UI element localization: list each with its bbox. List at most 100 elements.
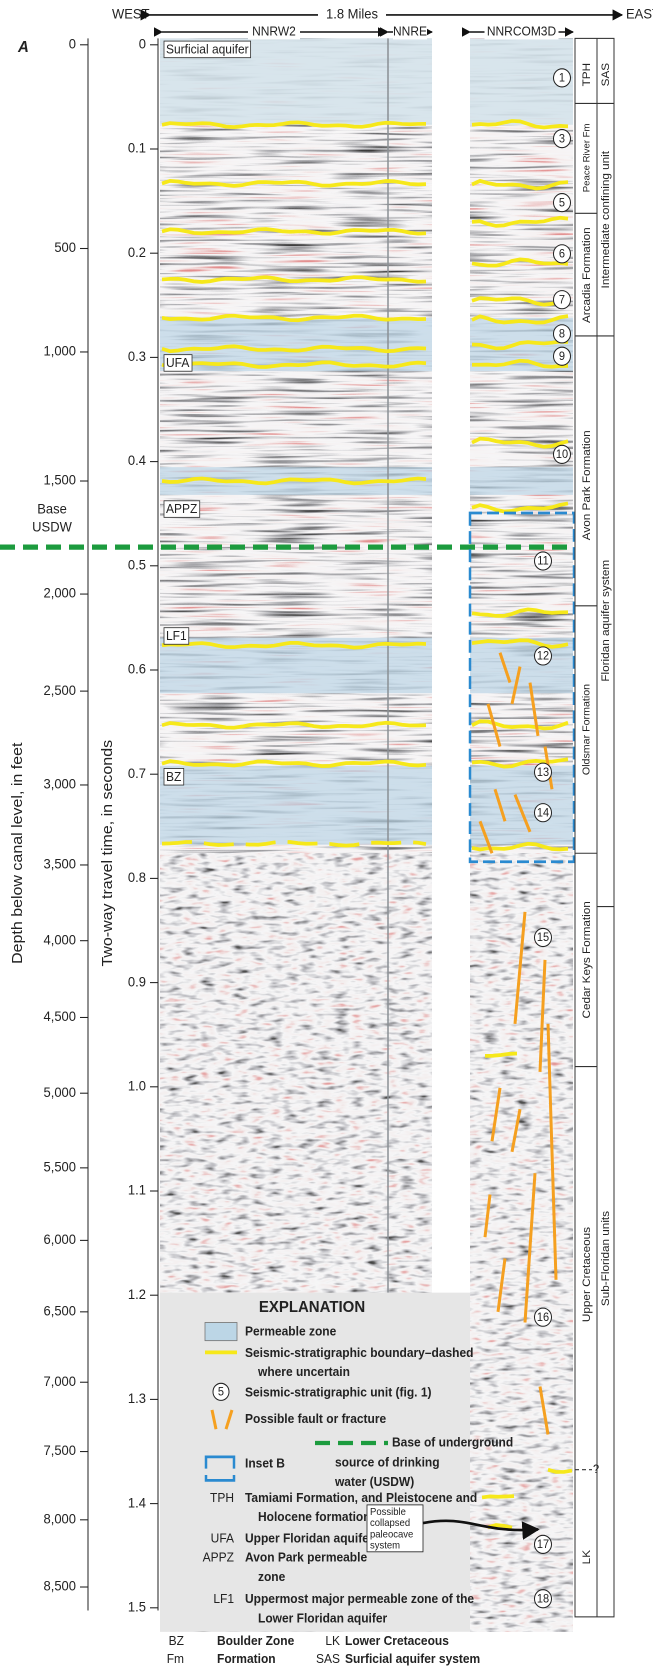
unit-number: 9	[559, 351, 565, 363]
fault	[513, 911, 527, 1025]
unit-marker	[534, 551, 552, 571]
permeable-zone	[160, 765, 432, 845]
distance-label: 1.8 Miles	[326, 6, 378, 21]
formation-name: Oldsmar Formation	[582, 684, 593, 775]
stratigraphic-boundary-uncertain	[161, 839, 427, 848]
time-tick-label: 1.3	[128, 1391, 146, 1406]
depth-tick-label: 5,000	[44, 1084, 76, 1099]
east-label: EAST	[626, 6, 653, 21]
stratigraphic-boundary	[471, 119, 569, 130]
footer-text: Boulder Zone	[217, 1633, 294, 1647]
legend-permeable	[204, 1322, 238, 1342]
footer-abbr: Fm	[167, 1652, 184, 1666]
time-tick-label: 1.5	[128, 1599, 146, 1614]
formation-name: Cedar Keys Formation	[581, 901, 593, 1018]
unit-marker	[553, 129, 571, 149]
callout-text: paleocave	[370, 1529, 414, 1540]
stratigraphic-boundary	[471, 607, 569, 618]
panel-label: A	[17, 39, 29, 57]
unit-number: 11	[537, 555, 548, 567]
callout-text: Possible	[370, 1507, 406, 1518]
stratigraphic-boundary	[161, 641, 427, 650]
stratigraphic-boundary	[471, 638, 569, 649]
profile-name-bg	[393, 24, 427, 40]
legend-text: Inset B	[245, 1456, 285, 1470]
legend-fault	[224, 1409, 234, 1430]
profile-label-box	[163, 627, 190, 645]
hydrogeologic-unit: SAS	[600, 62, 612, 86]
depth-tick-label: 7,500	[44, 1443, 76, 1458]
unit-number: 1	[559, 72, 565, 84]
unit-marker	[553, 68, 571, 88]
unit-marker	[534, 927, 552, 948]
unit-number: 5	[559, 197, 565, 209]
footer-abbr: SAS	[316, 1652, 340, 1666]
profile-label: Surficial aquifer	[166, 42, 249, 56]
seismic-lower	[470, 853, 573, 1632]
stratigraphic-boundary	[161, 275, 427, 284]
unit-number: 8	[559, 328, 565, 340]
depth-tick-label: 8,000	[44, 1511, 76, 1526]
stratigraphic-boundary	[161, 344, 427, 354]
legend-abbr: APPZ	[203, 1550, 235, 1564]
depth-tick-label: 1,500	[44, 472, 76, 487]
stratigraphic-boundary	[161, 227, 427, 236]
fault	[510, 666, 522, 705]
hydrogeologic-unit: Intermediate confining unit	[600, 150, 612, 288]
stratigraphic-boundary	[471, 339, 569, 351]
formation-name: Peace River Fm	[582, 123, 592, 192]
time-tick-label: 1.1	[128, 1182, 146, 1197]
fault	[490, 1087, 502, 1142]
footer-text: Lower Cretaceous	[345, 1633, 449, 1647]
depth-tick-label: 500	[54, 240, 76, 255]
stratigraphic-boundary	[161, 178, 427, 188]
unit-marker	[553, 244, 571, 264]
formation-name: LK	[581, 1550, 593, 1565]
depth-axis-title: Depth below canal level, in feet	[9, 742, 25, 964]
explanation-title: EXPLANATION	[259, 1298, 365, 1316]
unit-marker	[534, 1589, 552, 1609]
callout-box	[366, 1504, 424, 1553]
legend-unit-number: 5	[218, 1386, 224, 1398]
unit-marker	[553, 444, 571, 464]
footer-text: Formation	[217, 1652, 276, 1666]
legend-text: Tamiami Formation, and Pleistocene and	[245, 1491, 477, 1505]
permeable-zone	[470, 467, 573, 495]
fault	[510, 1108, 522, 1153]
gap	[432, 38, 470, 1293]
fault	[483, 1194, 492, 1238]
fault	[538, 959, 547, 1072]
unit-marker	[534, 803, 552, 823]
profile-label-box	[163, 354, 193, 372]
depth-tick-label: 0	[69, 36, 76, 51]
time-tick-label: 0.9	[128, 974, 146, 989]
stratigraphic-boundary	[161, 313, 427, 323]
time-tick-label: 0	[139, 36, 146, 51]
depth-tick-label: 3,500	[44, 856, 76, 871]
legend-abbr: UFA	[211, 1531, 235, 1545]
stratigraphic-boundary	[471, 314, 569, 325]
legend-text: Possible fault or fracture	[245, 1412, 386, 1426]
profile-label-box	[163, 40, 252, 59]
seismic-upper	[160, 38, 432, 854]
profile-name-bg	[248, 24, 300, 40]
hydrogeologic-unit: Sub-Floridan units	[600, 1211, 612, 1306]
callout-text: system	[370, 1540, 400, 1551]
stratigraphic-boundary	[472, 358, 569, 369]
profile-label: LF1	[166, 629, 187, 643]
stratigraphic-boundary	[161, 476, 427, 486]
base-usdw-label: Base	[37, 501, 67, 516]
fault	[486, 703, 502, 748]
stratigraphic-boundary	[471, 178, 569, 191]
legend-text: zone	[258, 1569, 285, 1583]
formation-name: TPH	[581, 63, 593, 86]
unit-marker	[534, 762, 552, 782]
fault	[523, 1173, 537, 1323]
profile-label: UFA	[166, 356, 190, 370]
stratigraphic-boundary	[161, 360, 427, 369]
profile-label-box	[163, 500, 201, 518]
unit-number: 10	[556, 449, 568, 461]
profile-name: NNRE	[393, 24, 427, 38]
